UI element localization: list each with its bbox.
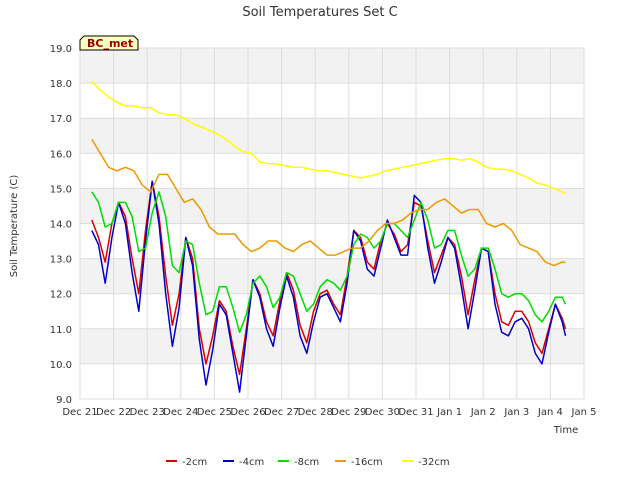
chart-title: Soil Temperatures Set C xyxy=(242,5,397,20)
x-tick-label: Dec 29 xyxy=(331,407,366,418)
y-axis-label: Soil Temperature (C) xyxy=(9,175,20,278)
legend-label: -16cm xyxy=(351,457,383,468)
series-line-4cmcm xyxy=(91,180,567,393)
series-line-8cmcm xyxy=(91,191,567,334)
legend-label: -4cm xyxy=(239,457,264,468)
station-badge-box xyxy=(79,35,139,51)
series-line-16cmcm xyxy=(91,138,566,267)
plot-band xyxy=(80,48,584,84)
x-tick-label: Dec 22 xyxy=(96,407,131,418)
y-tick-label: 9.0 xyxy=(56,395,72,406)
y-tick-label: 17.0 xyxy=(50,114,72,125)
x-tick-label: Dec 26 xyxy=(230,407,265,418)
x-tick-label: Jan 2 xyxy=(470,407,496,418)
y-tick-labels: 9.0 10.0 11.0 12.0 13.0 14.0 15.0 16.0 17.0 18.0 1… xyxy=(50,44,72,406)
legend: -2cm -4cm -8cm -16cm -32cm xyxy=(166,457,450,468)
y-tick-label: 18.0 xyxy=(50,79,72,90)
y-tick-label: 13.0 xyxy=(50,255,72,266)
x-tick-label: Dec 25 xyxy=(197,407,232,418)
y-tick-label: 14.0 xyxy=(50,220,72,231)
y-tick-label: 10.0 xyxy=(50,360,72,371)
y-tick-label: 16.0 xyxy=(50,149,72,160)
x-tick-label: Dec 28 xyxy=(298,407,333,418)
y-tick-label: 11.0 xyxy=(50,325,72,336)
legend-label: -2cm xyxy=(182,457,207,468)
station-badge-text: BC_met xyxy=(87,37,133,50)
x-tick-label: Dec 27 xyxy=(264,407,299,418)
plot-band xyxy=(80,258,584,294)
x-tick-label: Dec 30 xyxy=(365,407,400,418)
gridlines xyxy=(79,47,585,400)
x-tick-label: Dec 21 xyxy=(62,407,97,418)
series-lines xyxy=(91,80,567,393)
x-tick-label: Jan 1 xyxy=(436,407,462,418)
legend-label: -32cm xyxy=(418,457,450,468)
y-tick-label: 19.0 xyxy=(50,44,72,55)
x-tick-label: Dec 31 xyxy=(398,407,433,418)
x-tick-label: Jan 5 xyxy=(571,407,597,418)
plot-band xyxy=(80,118,584,154)
series-line-32cmcm xyxy=(91,80,566,195)
x-tick-label: Jan 3 xyxy=(503,407,529,418)
plot-band xyxy=(80,188,584,224)
y-tick-label: 15.0 xyxy=(50,184,72,195)
x-tick-label: Dec 24 xyxy=(163,407,198,418)
x-tick-label: Dec 23 xyxy=(130,407,165,418)
y-tick-label: 12.0 xyxy=(50,290,72,301)
x-tick-label: Jan 4 xyxy=(537,407,563,418)
x-axis-label: Time xyxy=(553,425,578,436)
station-badge: BC_met xyxy=(79,35,139,51)
plot-band xyxy=(80,328,584,364)
legend-label: -8cm xyxy=(294,457,319,468)
